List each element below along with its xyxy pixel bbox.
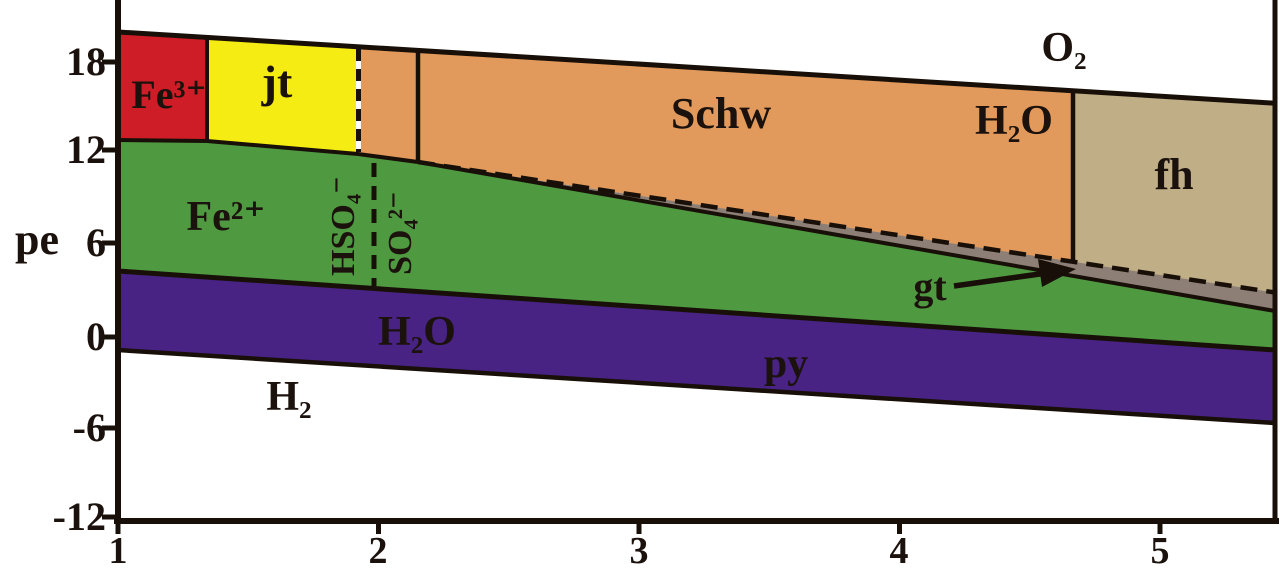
label-goethite: gt bbox=[913, 264, 947, 309]
label-fe2plus: Fe²⁺ bbox=[186, 194, 266, 240]
line-fe3-fe2-boundary bbox=[117, 138, 419, 164]
region-schwertmannite bbox=[358, 46, 1073, 262]
x-tick-label-4: 4 bbox=[889, 530, 909, 572]
y-axis-title: pe bbox=[15, 215, 59, 264]
y-tick-label-6: 6 bbox=[86, 220, 106, 265]
diagram-canvas bbox=[102, 0, 1279, 534]
y-tick-label-neg12: -12 bbox=[52, 494, 106, 539]
label-jarosite: jt bbox=[261, 56, 293, 107]
gt-arrow bbox=[953, 259, 1076, 289]
line-goethite-bottom bbox=[417, 160, 1276, 313]
x-tick-label-5: 5 bbox=[1150, 530, 1170, 572]
gt-arrowhead bbox=[1038, 259, 1076, 287]
label-fe3plus: Fe³⁺ bbox=[131, 72, 207, 117]
pe-ph-diagram: pe 18 12 6 0 -6 -12 1 2 3 4 5 Fe³⁺ jt Sc… bbox=[15, 0, 1279, 570]
label-h2o-lower: H₂O bbox=[378, 309, 456, 355]
region-ferrihydrite bbox=[1073, 90, 1275, 293]
label-ferrihydrite: fh bbox=[1154, 150, 1194, 199]
label-h2: H₂ bbox=[266, 374, 312, 420]
label-so4: SO₄²⁻ bbox=[382, 191, 419, 275]
line-h2o-h2 bbox=[117, 347, 1276, 426]
label-schwertmannite: Schw bbox=[670, 89, 772, 138]
region-fe3plus bbox=[118, 32, 207, 141]
y-tick-label-12: 12 bbox=[66, 127, 106, 172]
y-tick-label-18: 18 bbox=[66, 39, 106, 84]
line-fe2-py-boundary bbox=[117, 268, 1276, 353]
label-o2: O₂ bbox=[1041, 25, 1087, 71]
line-schw-gt-dashed bbox=[417, 159, 1276, 295]
line-o2-h2o bbox=[117, 29, 1276, 106]
label-h2o-upper: H₂O bbox=[975, 98, 1053, 144]
label-hso4: HSO₄⁻ bbox=[325, 176, 362, 276]
region-fe2plus bbox=[118, 140, 1275, 350]
y-tick-label-neg6: -6 bbox=[72, 405, 106, 450]
region-pyrite bbox=[118, 271, 1275, 423]
label-pyrite: py bbox=[763, 341, 809, 387]
x-tick-label-2: 2 bbox=[368, 530, 388, 572]
x-tick-label-3: 3 bbox=[629, 530, 649, 572]
x-tick-label-1: 1 bbox=[108, 530, 128, 572]
region-jarosite bbox=[207, 37, 358, 154]
gt-arrow-shaft bbox=[953, 270, 1048, 289]
y-tick-label-0: 0 bbox=[86, 314, 106, 359]
